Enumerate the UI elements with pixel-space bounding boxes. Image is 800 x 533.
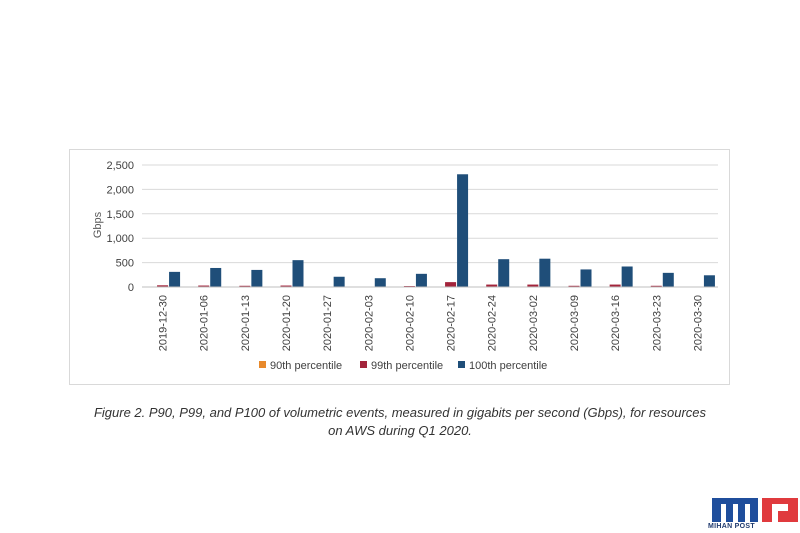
- legend-swatch: [259, 361, 266, 368]
- y-tick-label: 0: [128, 282, 134, 294]
- x-tick-label: 2020-01-06: [199, 295, 211, 351]
- bar: [539, 258, 551, 287]
- bar: [445, 282, 457, 287]
- bar: [292, 260, 304, 287]
- y-tick-label: 1,000: [106, 233, 134, 245]
- x-tick-label: 2020-03-30: [692, 295, 704, 351]
- bar: [486, 284, 498, 287]
- bar: [210, 267, 222, 287]
- x-tick-label: 2020-03-02: [528, 295, 540, 351]
- bar: [415, 273, 427, 287]
- y-tick-label: 2,000: [106, 184, 134, 196]
- chart-frame: 2,500 2,000 1,500 1,000 500 0 Gbps 2019-12-30 20…: [69, 149, 730, 385]
- bar: [251, 269, 263, 287]
- bar: [157, 285, 169, 287]
- bar: [333, 276, 345, 287]
- bar: [527, 284, 539, 287]
- y-tick-label: 500: [116, 258, 134, 270]
- x-tick-label: 2020-02-03: [363, 295, 375, 351]
- bar: [457, 174, 469, 287]
- bar-chart: 2,500 2,000 1,500 1,000 500 0 Gbps 2019-12-30 20…: [92, 160, 718, 372]
- legend-swatch: [360, 361, 367, 368]
- bar: [650, 285, 662, 287]
- x-tick-label: 2020-02-24: [487, 295, 499, 351]
- legend-swatch: [458, 361, 465, 368]
- bar: [621, 266, 633, 287]
- y-axis-title: Gbps: [92, 211, 104, 238]
- caption-line-1: Figure 2. P90, P99, and P100 of volumetr…: [93, 405, 707, 420]
- legend-label: 90th percentile: [270, 360, 342, 372]
- x-tick-label: 2020-01-27: [322, 295, 334, 351]
- legend-label: 100th percentile: [469, 360, 547, 372]
- figure-caption: Figure 2. P90, P99, and P100 of volumetr…: [60, 404, 740, 440]
- x-tick-label: 2020-03-23: [651, 295, 663, 351]
- x-tick-label: 2019-12-30: [158, 295, 170, 351]
- x-tick-label: 2020-02-10: [404, 295, 416, 351]
- bar: [580, 269, 592, 287]
- x-tick-label: 2020-02-17: [446, 295, 458, 351]
- logo-mark-icon: [712, 498, 798, 522]
- logo-text: MIHAN POST: [708, 523, 755, 530]
- bar: [374, 278, 386, 287]
- bar: [498, 259, 510, 287]
- caption-line-2: on AWS during Q1 2020.: [328, 423, 472, 438]
- x-tick-label: 2020-01-13: [240, 295, 252, 351]
- bar: [662, 272, 674, 287]
- legend-label: 99th percentile: [371, 360, 443, 372]
- y-tick-label: 1,500: [106, 209, 134, 221]
- x-tick-label: 2020-03-09: [569, 295, 581, 351]
- bar: [280, 285, 292, 287]
- y-tick-label: 2,500: [106, 160, 134, 172]
- bar: [609, 284, 621, 287]
- bar: [568, 285, 580, 287]
- bar: [703, 275, 715, 287]
- bar: [239, 285, 251, 287]
- x-tick-label: 2020-03-16: [610, 295, 622, 351]
- mihan-post-logo: MIHAN POST: [708, 496, 800, 533]
- bar: [198, 285, 210, 287]
- bar: [169, 271, 181, 287]
- x-tick-label: 2020-01-20: [281, 295, 293, 351]
